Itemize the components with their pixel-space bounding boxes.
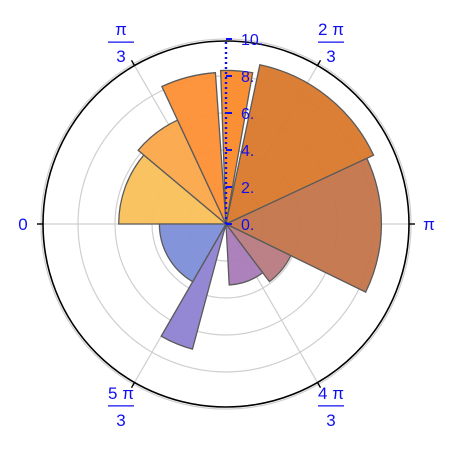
angle-label-text: π (423, 215, 435, 234)
outer-tick (316, 59, 322, 66)
outer-tick (130, 59, 136, 66)
sector-bar-2 (161, 71, 227, 225)
sector-bar-8 (160, 223, 227, 350)
r-tick-label: 0. (241, 217, 254, 234)
r-tick-label: 2. (241, 180, 254, 197)
angle-label-denominator: 3 (326, 411, 335, 430)
outer-frame (37, 40, 415, 408)
angle-label: 0 (18, 215, 27, 234)
angle-label: π3 (108, 20, 134, 66)
radial-axis: 0. 2. 4. 6. 8. 10. (224, 32, 263, 234)
outer-tick (316, 382, 322, 389)
angle-label-numerator: π (115, 20, 127, 39)
outer-tick (130, 382, 136, 389)
angle-label: 5 π3 (108, 384, 134, 430)
sector-bar-4 (225, 63, 375, 226)
angle-label-denominator: 3 (116, 47, 125, 66)
angle-label: 4 π3 (318, 384, 344, 430)
sector-bar-6 (225, 223, 292, 283)
sector-bar-3 (219, 69, 254, 225)
angle-label-numerator: 4 π (318, 384, 344, 403)
sector-bar-7 (225, 221, 264, 286)
sector-bar-5 (224, 157, 383, 293)
r-tick-label: 4. (241, 143, 254, 160)
sector-bars (118, 63, 383, 350)
angle-label-numerator: 5 π (108, 384, 134, 403)
r-tick-label: 6. (241, 106, 254, 123)
angle-label-text: 0 (18, 215, 27, 234)
angle-label-denominator: 3 (116, 411, 125, 430)
angle-label-numerator: 2 π (318, 20, 344, 39)
angle-label-denominator: 3 (326, 47, 335, 66)
angle-label: π (423, 215, 435, 234)
angle-label: 2 π3 (318, 20, 344, 66)
sector-bar-0 (118, 154, 228, 225)
sector-bar-9 (158, 223, 228, 283)
r-tick-label: 8. (241, 69, 254, 86)
r-tick-label: 10. (241, 32, 263, 49)
